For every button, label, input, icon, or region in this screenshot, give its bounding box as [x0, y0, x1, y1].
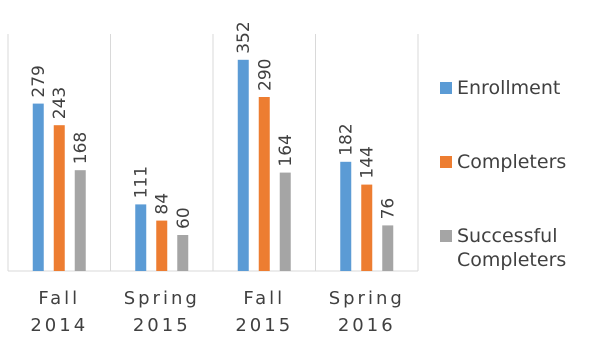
- bar: [237, 59, 249, 271]
- category-label: Spring: [329, 288, 405, 309]
- category-label: 2015: [235, 315, 293, 336]
- category-label: Spring: [124, 288, 200, 309]
- bar: [135, 204, 147, 271]
- bar: [156, 220, 168, 271]
- category-label: 2014: [30, 315, 88, 336]
- legend: Enrollment Completers Successful Complet…: [440, 0, 598, 341]
- data-label: 164: [276, 134, 296, 166]
- bar: [53, 125, 65, 271]
- bar: [177, 235, 189, 271]
- bar: [340, 161, 352, 271]
- data-label: 279: [29, 65, 49, 97]
- legend-item-enrollment: Enrollment: [440, 76, 560, 100]
- bar: [382, 225, 394, 271]
- data-label: 76: [379, 198, 399, 220]
- bar: [361, 184, 373, 271]
- data-label: 168: [71, 132, 91, 164]
- data-label: 144: [358, 146, 378, 178]
- data-label: 182: [337, 123, 357, 155]
- category-label: Fall: [38, 288, 80, 309]
- legend-label-enrollment: Enrollment: [457, 77, 561, 99]
- bar: [279, 172, 291, 271]
- legend-item-completers: Completers: [440, 150, 566, 174]
- bar: [74, 170, 86, 271]
- category-label: 2016: [338, 315, 396, 336]
- data-label: 84: [153, 193, 173, 215]
- legend-label-successful-completers: Successful Completers: [457, 225, 567, 271]
- legend-item-successful-completers: Successful Completers: [440, 224, 566, 272]
- data-label: 290: [255, 59, 275, 91]
- bars-layer: [32, 59, 394, 271]
- category-label: Fall: [243, 288, 285, 309]
- data-label: 111: [132, 166, 152, 198]
- bar: [32, 103, 44, 271]
- legend-swatch-successful-completers: [440, 230, 452, 242]
- data-label: 60: [174, 207, 194, 229]
- legend-swatch-enrollment: [440, 82, 452, 94]
- data-label: 352: [234, 21, 254, 53]
- bar: [258, 97, 270, 271]
- legend-label-completers: Completers: [457, 151, 567, 173]
- category-label: 2015: [133, 315, 191, 336]
- data-label: 243: [50, 87, 70, 119]
- legend-swatch-completers: [440, 156, 452, 168]
- category-labels-layer: Fall 2014 Spring 2015 Fall 2015 Spring 2016: [30, 288, 405, 336]
